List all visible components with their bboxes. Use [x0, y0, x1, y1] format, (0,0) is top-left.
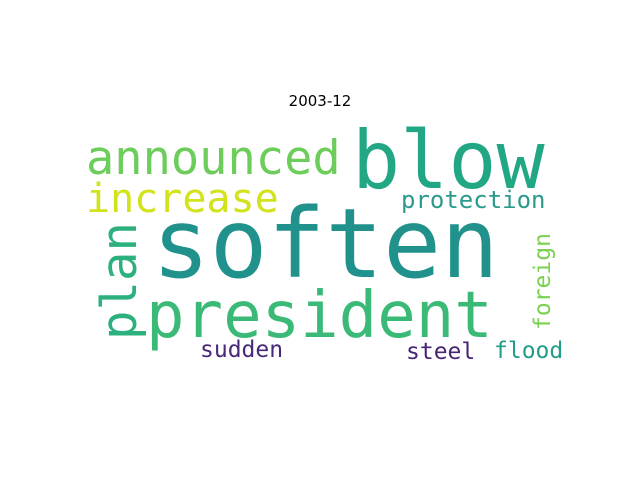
word-protection: protection — [401, 186, 546, 214]
word-president: president — [146, 279, 493, 353]
word-announced: announced — [86, 131, 341, 186]
word-foreign: foreign — [530, 233, 556, 330]
word-plan: plan — [91, 222, 148, 340]
word-soften: soften — [152, 188, 499, 300]
word-steel: steel — [406, 339, 475, 365]
word-flood: flood — [494, 338, 563, 364]
word-sudden: sudden — [200, 337, 283, 363]
figure-title: 2003-12 — [288, 92, 352, 110]
word-increase: increase — [86, 176, 279, 222]
word-blow: blow — [352, 114, 545, 207]
